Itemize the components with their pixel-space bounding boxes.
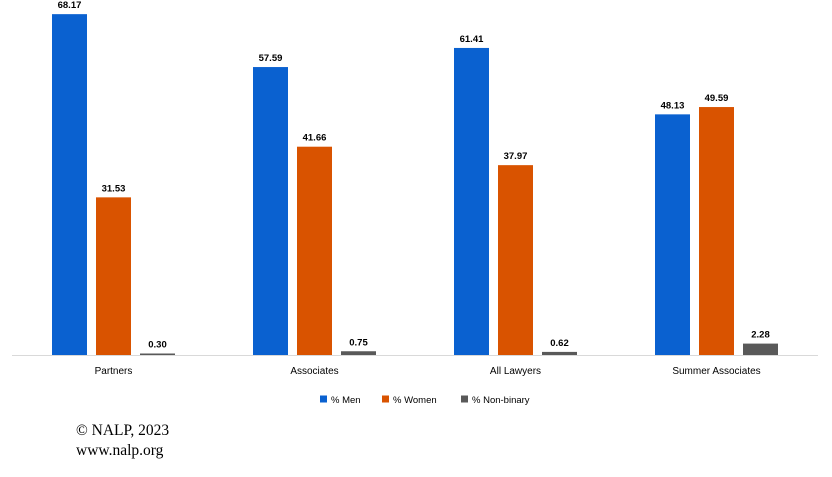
data-label-summer-associates-non-binary: 2.28: [751, 330, 770, 341]
data-label-all-lawyers-non-binary: 0.62: [550, 338, 569, 349]
bar-associates-non-binary: [341, 351, 376, 355]
bar-all-lawyers-non-binary: [542, 351, 577, 355]
data-label-summer-associates-men: 48.13: [661, 100, 685, 111]
bar-all-lawyers-women: [498, 165, 533, 355]
data-label-associates-women: 41.66: [303, 133, 327, 144]
category-label-summer-associates: Summer Associates: [672, 366, 760, 377]
legend-label-men: % Men: [331, 395, 361, 406]
data-label-all-lawyers-men: 61.41: [460, 34, 484, 45]
category-labels-group: Partners Associates All Lawyers Summer Asso…: [95, 366, 761, 377]
bar-associates-men: [253, 67, 288, 356]
legend-swatch-non-binary: [461, 395, 468, 403]
legend-swatch-men: [320, 395, 327, 403]
bar-summer-associates-women: [699, 107, 734, 355]
data-label-summer-associates-women: 49.59: [705, 93, 729, 104]
bar-summer-associates-men: [655, 114, 690, 355]
data-label-partners-men: 68.17: [58, 0, 82, 11]
bar-all-lawyers-men: [454, 47, 489, 355]
data-label-associates-non-binary: 0.75: [349, 337, 368, 348]
legend-swatch-women: [382, 395, 389, 403]
legend: % Men % Women % Non-binary: [320, 395, 530, 406]
data-labels-group: 68.17 31.53 0.30 57.59 41.66 0.75 61.41 37.97 0.…: [58, 0, 770, 350]
category-label-all-lawyers: All Lawyers: [490, 366, 541, 377]
copyright-block: © NALP, 2023 www.nalp.org: [76, 421, 169, 461]
bars-group: [52, 14, 778, 356]
bar-summer-associates-non-binary: [743, 343, 778, 355]
bar-partners-women: [96, 197, 131, 355]
category-label-associates: Associates: [290, 366, 338, 377]
bar-partners-men: [52, 14, 87, 356]
data-label-associates-men: 57.59: [259, 53, 283, 64]
legend-label-non-binary: % Non-binary: [472, 395, 530, 406]
copyright-text: © NALP, 2023: [76, 422, 170, 439]
bar-partners-non-binary: [140, 353, 175, 355]
bar-associates-women: [297, 146, 332, 355]
data-label-all-lawyers-women: 37.97: [504, 151, 528, 162]
category-label-partners: Partners: [95, 366, 133, 377]
website-text: www.nalp.org: [76, 442, 164, 459]
legend-label-women: % Women: [393, 395, 437, 406]
data-label-partners-non-binary: 0.30: [148, 340, 167, 351]
data-label-partners-women: 31.53: [102, 183, 126, 194]
